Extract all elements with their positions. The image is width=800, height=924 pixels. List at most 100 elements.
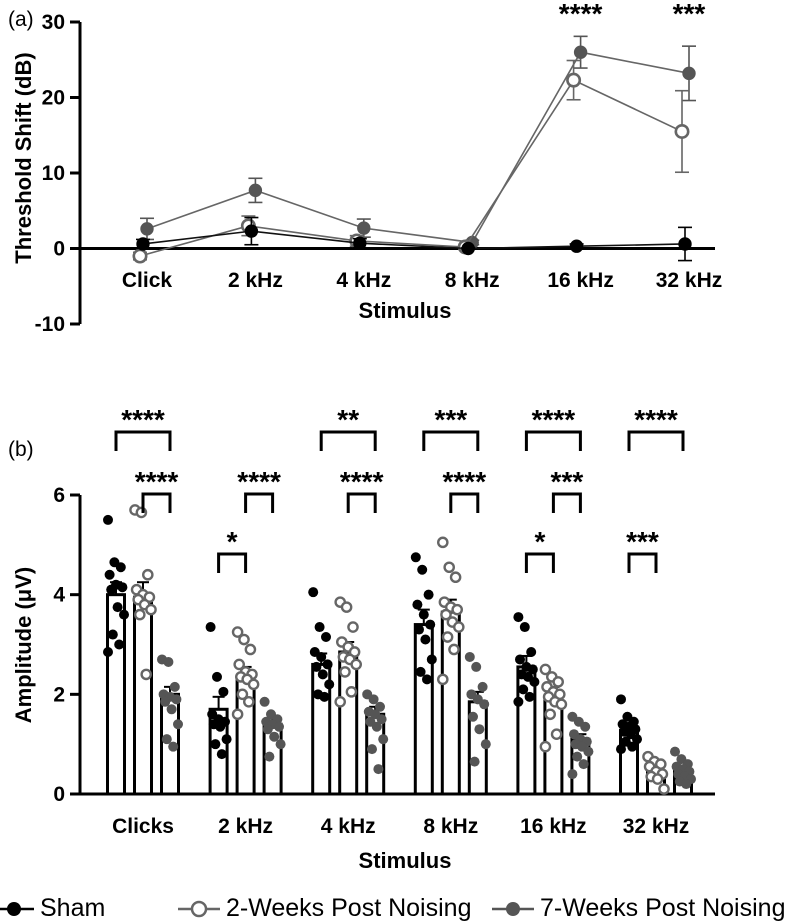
- panel-b-data-point: [319, 691, 330, 702]
- panel-b-data-point: [469, 756, 480, 767]
- panel-b-data-point: [418, 609, 429, 620]
- panel-b-data-point: [513, 696, 524, 707]
- panel-b-significance-bracket: [141, 492, 172, 513]
- panel-b-data-point: [340, 601, 353, 613]
- panel-b-bar: [106, 593, 126, 796]
- panel-a-x-tick-label: 8 kHz: [445, 269, 500, 292]
- panel-a-marker: [244, 224, 259, 238]
- panel-b-data-point: [539, 740, 552, 753]
- panel-b-data-point: [173, 719, 183, 730]
- panel-b-data-point: [373, 764, 384, 775]
- panel-a-y-tick-label: 10: [42, 162, 65, 185]
- panel-b-data-point: [410, 552, 421, 563]
- panel-b-x-tick-label: 2 kHz: [218, 815, 273, 838]
- panel-b-data-point: [347, 621, 359, 633]
- panel-a-marker: [353, 236, 367, 250]
- panel-b-data-point: [518, 684, 529, 695]
- panel-b-data-point: [480, 739, 491, 750]
- legend-marker-7-weeks: [492, 901, 534, 916]
- panel-b-data-point: [140, 668, 152, 681]
- panel-b-data-point: [171, 694, 182, 705]
- panel-b-data-point: [218, 686, 229, 697]
- panel-b-data-point: [322, 659, 333, 670]
- panel-b-data-point: [119, 609, 129, 620]
- panel-b-significance-bracket: [524, 430, 582, 451]
- panel-a-significance-label: ****: [559, 0, 603, 29]
- panel-b-data-point: [107, 629, 118, 640]
- panel-a-marker: [461, 241, 475, 256]
- panel-a-y-axis-title: Threshold Shift (dB): [11, 52, 36, 263]
- panel-b-data-point: [375, 701, 385, 712]
- panel-b-data-point: [334, 696, 347, 708]
- panel-b-data-point: [583, 746, 594, 757]
- panel-b-data-point: [529, 676, 540, 687]
- panel-b-y-axis-title: Amplitude (μV): [11, 567, 36, 723]
- panel-b-data-point: [112, 602, 123, 613]
- panel-b-data-point: [314, 622, 325, 633]
- panel-b-data-point: [216, 749, 227, 760]
- panel-a-marker: [136, 237, 150, 251]
- panel-b-data-point: [526, 646, 537, 657]
- panel-b-y-tick-label: 4: [53, 584, 65, 607]
- panel-b-data-point: [578, 759, 589, 770]
- panel-b-data-point: [231, 708, 244, 721]
- panel-b-data-point: [519, 622, 530, 633]
- legend-label-sham: Sham: [40, 894, 106, 922]
- panel-b-data-point: [515, 654, 525, 665]
- panel-b-significance-label: ***: [434, 404, 467, 435]
- panel-a-marker: [566, 72, 582, 88]
- panel-a-series-line: [146, 51, 690, 244]
- panel-b-bar: [133, 595, 153, 796]
- panel-b-data-point: [580, 721, 591, 732]
- panel-b-data-point: [670, 746, 680, 757]
- panel-b-data-point: [238, 633, 250, 646]
- panel-b-data-point: [367, 744, 377, 755]
- panel-b-data-point: [555, 698, 568, 711]
- panel-b-data-point: [552, 676, 565, 688]
- panel-b-significance-label: *: [534, 526, 545, 557]
- panel-b-data-point: [106, 584, 117, 595]
- panel-b-data-point: [412, 599, 423, 610]
- legend-marker-2-weeks: [178, 900, 220, 917]
- panel-b-data-point: [308, 587, 319, 598]
- panel-b-data-point: [441, 631, 454, 643]
- panel-b-data-point: [468, 711, 478, 722]
- panel-a-series-line: [142, 230, 686, 250]
- panel-b-data-point: [448, 643, 460, 656]
- panel-b-x-axis-title: Stimulus: [359, 848, 452, 873]
- panel-b-data-point: [212, 671, 222, 682]
- panel-a-marker: [357, 221, 371, 235]
- panel-b-data-point: [114, 639, 125, 650]
- panel-b-data-point: [616, 744, 626, 755]
- panel-b-data-point: [550, 728, 563, 741]
- panel-b-data-point: [651, 773, 664, 785]
- panel-b-data-point: [436, 673, 449, 686]
- panel-b-significance-bracket: [551, 492, 582, 513]
- panel-a-marker: [678, 237, 692, 251]
- panel-a-y-tick-label: 0: [53, 238, 65, 261]
- panel-a-series-line: [139, 79, 683, 257]
- panel-b-data-point: [345, 686, 358, 698]
- panel-b-data-point: [117, 582, 128, 593]
- panel-b-data-point: [262, 724, 273, 735]
- panel-a-marker: [248, 183, 263, 198]
- panel-b-data-point: [415, 666, 426, 677]
- panel-b-significance-bracket: [346, 492, 377, 513]
- panel-b-data-point: [115, 562, 126, 573]
- panel-b-data-point: [210, 739, 221, 750]
- panel-b-bar: [413, 623, 434, 796]
- panel-b-data-point: [449, 571, 462, 584]
- panel-b-data-point: [479, 699, 490, 710]
- panel-b-significance-bracket: [244, 492, 275, 513]
- legend-label-7-weeks: 7-Weeks Post Noising: [540, 894, 786, 922]
- panel-b-significance-label: ***: [626, 526, 659, 557]
- panel-b-data-point: [321, 632, 331, 643]
- panel-b-x-tick-label: Clicks: [112, 815, 174, 838]
- panel-b-data-point: [451, 603, 464, 616]
- panel-a-marker: [682, 66, 696, 81]
- panel-b-data-point: [339, 666, 351, 678]
- panel-b-data-point: [264, 751, 275, 762]
- panel-b-data-point: [233, 658, 245, 671]
- legend-item-2-weeks: 2-Weeks Post Noising: [178, 893, 471, 924]
- panel-a-x-tick-label: 4 kHz: [336, 269, 391, 292]
